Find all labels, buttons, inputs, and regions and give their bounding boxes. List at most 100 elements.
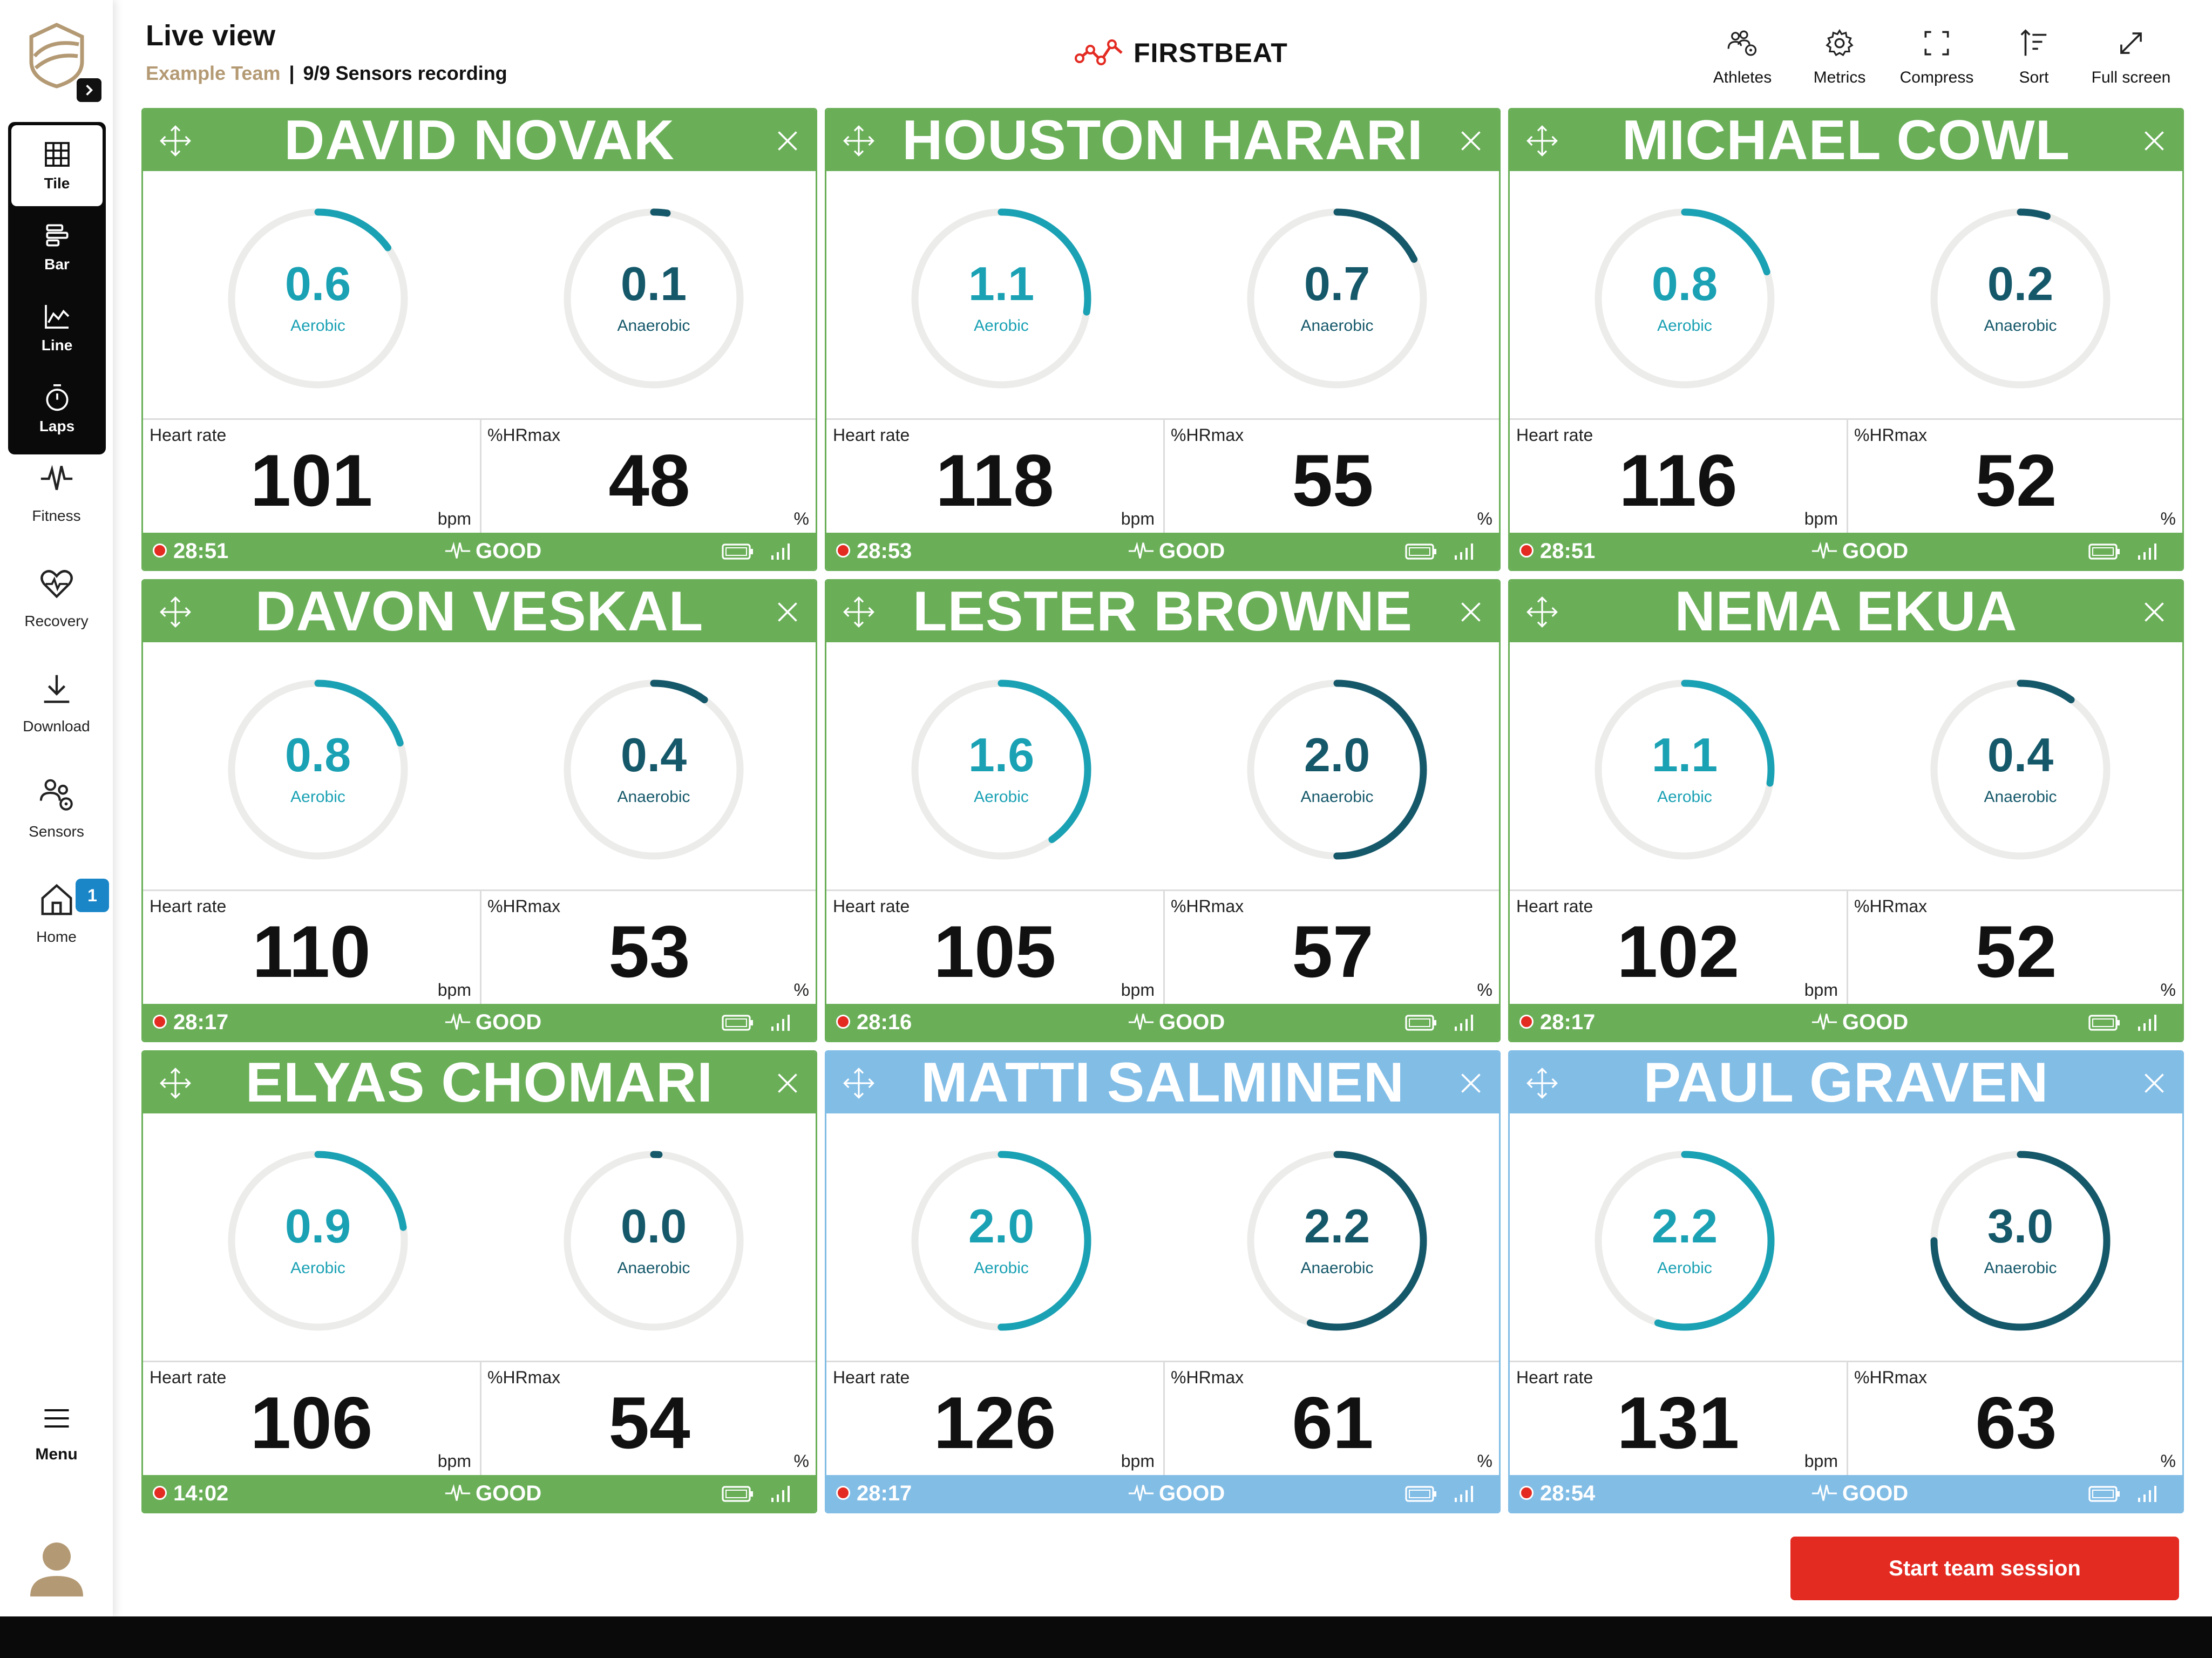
heart-rate-label: Heart rate (833, 425, 910, 445)
metrics-row: Heart rate 126 bpm %HRmax 61% (826, 1361, 1499, 1477)
aerobic-label: Aerobic (1657, 317, 1712, 335)
metrics-row: Heart rate 110 bpm %HRmax 53% (143, 889, 816, 1005)
athlete-tile[interactable]: HOUSTON HARARI 1.1 Aerobic 0.7 Anaerobic Hear… (825, 108, 1501, 571)
toolbar-sort-button[interactable]: Sort (1985, 22, 2082, 92)
view-laps-button[interactable]: Laps (11, 368, 103, 449)
hrmax-label: %HRmax (487, 896, 561, 916)
signal-strength-icon (771, 1486, 790, 1502)
recording-time: 28:17 (173, 1010, 229, 1034)
avatar[interactable] (28, 1538, 85, 1599)
heart-rate-value: 118 (935, 439, 1054, 521)
close-icon[interactable] (2142, 600, 2166, 624)
move-icon[interactable] (1525, 1066, 1559, 1100)
pulse-icon (40, 465, 72, 490)
toolbar-metrics-button[interactable]: Metrics (1791, 22, 1888, 92)
recording-indicator-icon (1519, 543, 1534, 558)
tile-footer: 28:16 GOOD (826, 1004, 1499, 1041)
close-icon[interactable] (1459, 600, 1483, 624)
close-icon[interactable] (2142, 129, 2166, 153)
move-icon[interactable] (1525, 124, 1559, 158)
anaerobic-gauge: 0.1 Anaerobic (562, 207, 745, 390)
tile-header: DAVON VESKAL (143, 581, 816, 642)
toolbar-athletes-button[interactable]: Athletes (1694, 22, 1791, 92)
line-chart-icon (44, 305, 69, 329)
toolbar-fullscreen-button[interactable]: Full screen (2082, 22, 2180, 92)
tile-icon (44, 142, 70, 167)
recording-indicator-icon (1519, 1486, 1534, 1500)
athlete-tile[interactable]: DAVON VESKAL 0.8 Aerobic 0.4 Anaerobic Heart … (141, 579, 817, 1042)
view-line-button[interactable]: Line (11, 287, 103, 368)
move-icon[interactable] (842, 1066, 876, 1100)
heart-rate-label: Heart rate (1516, 425, 1593, 445)
view-switcher: Tile Bar Line Laps (8, 122, 106, 454)
gauge-arc (911, 679, 1091, 860)
sidebar-item-sensors[interactable]: Sensors (0, 759, 113, 857)
athlete-tile[interactable]: MATTI SALMINEN 2.0 Aerobic 2.2 Anaerobic Hear… (825, 1050, 1501, 1513)
tile-header: DAVID NOVAK (143, 110, 816, 171)
heart-rate-value: 131 (1617, 1382, 1740, 1464)
team-name[interactable]: Example Team (146, 62, 281, 84)
close-icon[interactable] (776, 129, 799, 153)
view-label: Laps (39, 418, 75, 434)
signal-status: GOOD (1842, 1482, 1909, 1505)
move-icon[interactable] (1525, 595, 1559, 629)
heart-rate-metric: Heart rate 110 bpm (143, 891, 481, 1005)
signal-quality-icon (445, 541, 471, 559)
menu-button[interactable]: Menu (0, 1392, 113, 1473)
sidebar-item-fitness[interactable]: Fitness (0, 444, 113, 541)
heart-rate-metric: Heart rate 106 bpm (143, 1362, 481, 1477)
move-icon[interactable] (158, 595, 193, 629)
gauge-ring (564, 679, 744, 860)
signal-status: GOOD (1842, 1010, 1909, 1034)
expand-sidebar-button[interactable] (77, 78, 101, 102)
recording-time: 28:53 (857, 539, 912, 563)
gauge-ring (1247, 208, 1427, 389)
athlete-tile[interactable]: MICHAEL COWL 0.8 Aerobic 0.2 Anaerobic Heart … (1508, 108, 2184, 571)
view-tile-button[interactable]: Tile (11, 125, 103, 206)
start-team-session-button[interactable]: Start team session (1790, 1537, 2179, 1600)
bpm-unit: bpm (437, 1451, 471, 1471)
metrics-row: Heart rate 131 bpm %HRmax 63% (1510, 1361, 2182, 1477)
athlete-tile[interactable]: LESTER BROWNE 1.6 Aerobic 2.0 Anaerobic Heart… (825, 579, 1501, 1042)
sidebar-item-recovery[interactable]: Recovery (0, 549, 113, 646)
toolbar-compress-button[interactable]: Compress (1888, 22, 1985, 92)
athlete-tile[interactable]: DAVID NOVAK 0.6 Aerobic 0.1 Anaerobic Heart r… (141, 108, 817, 571)
close-icon[interactable] (1459, 129, 1483, 153)
close-icon[interactable] (776, 1071, 799, 1095)
heart-rate-label: Heart rate (1516, 896, 1593, 916)
metrics-row: Heart rate 105 bpm %HRmax 57% (826, 889, 1499, 1005)
move-icon[interactable] (158, 1066, 193, 1100)
sidebar-item-home[interactable]: Home (0, 865, 113, 962)
athlete-name: HOUSTON HARARI (902, 109, 1423, 172)
gauge-ring (911, 679, 1091, 860)
gauge-arc (564, 679, 744, 860)
close-icon[interactable] (2142, 1071, 2166, 1095)
athlete-tile[interactable]: NEMA EKUA 1.1 Aerobic 0.4 Anaerobic Heart rat… (1508, 579, 2184, 1042)
battery-icon (2088, 543, 2120, 560)
move-icon[interactable] (158, 124, 193, 158)
brand-logo: FIRSTBEAT (1074, 31, 1288, 74)
gauge-ring (228, 208, 408, 389)
aerobic-gauge: 0.6 Aerobic (226, 207, 410, 390)
sidebar-item-download[interactable]: Download (0, 654, 113, 751)
close-icon[interactable] (776, 600, 799, 624)
percent-unit: % (793, 1451, 809, 1471)
heart-rate-value: 106 (250, 1382, 373, 1464)
hrmax-value: 53 (608, 910, 690, 993)
aerobic-label: Aerobic (1657, 788, 1712, 806)
sidebar-item-label: Sensors (29, 823, 84, 840)
aerobic-value: 0.9 (284, 1199, 351, 1253)
aerobic-value: 1.1 (1651, 728, 1718, 782)
anaerobic-label: Anaerobic (617, 788, 690, 806)
hrmax-metric: %HRmax 55% (1164, 420, 1499, 534)
anaerobic-label: Anaerobic (617, 1259, 690, 1277)
hrmax-label: %HRmax (1171, 1368, 1244, 1387)
view-bar-button[interactable]: Bar (11, 206, 103, 287)
move-icon[interactable] (842, 124, 876, 158)
heart-rate-metric: Heart rate 105 bpm (826, 891, 1165, 1005)
athlete-name: PAUL GRAVEN (1643, 1051, 2049, 1114)
close-icon[interactable] (1459, 1071, 1483, 1095)
athlete-tile[interactable]: ELYAS CHOMARI 0.9 Aerobic 0.0 Anaerobic Heart… (141, 1050, 817, 1513)
athlete-tile[interactable]: PAUL GRAVEN 2.2 Aerobic 3.0 Anaerobic Heart r… (1508, 1050, 2184, 1513)
move-icon[interactable] (842, 595, 876, 629)
